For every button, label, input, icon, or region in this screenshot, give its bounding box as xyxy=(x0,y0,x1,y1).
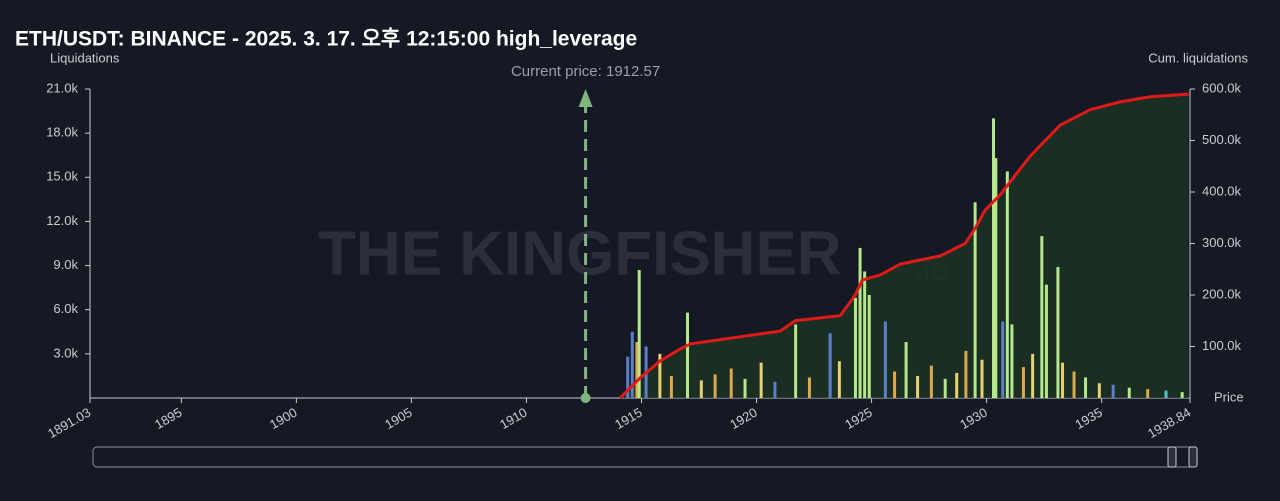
bar xyxy=(1010,324,1014,398)
x-tick-label: 1920 xyxy=(727,405,760,432)
x-axis-label: Price xyxy=(1214,389,1244,404)
y-tick-label: 21.0k xyxy=(46,80,78,95)
bar xyxy=(828,333,832,398)
bar xyxy=(1072,371,1076,398)
bar xyxy=(773,381,777,398)
bar xyxy=(893,371,897,398)
bar xyxy=(807,377,811,398)
y-axis-label: Liquidations xyxy=(50,50,120,65)
y-tick-label: 18.0k xyxy=(46,125,78,140)
bar xyxy=(1097,383,1101,398)
bar xyxy=(1180,392,1184,398)
chart-title: ETH/USDT: BINANCE - 2025. 3. 17. 오후 12:1… xyxy=(15,27,637,51)
bar xyxy=(1001,321,1005,398)
bar xyxy=(992,118,996,398)
bar xyxy=(994,158,998,398)
bar xyxy=(713,374,717,398)
watermark: THE KINGFISHER xyxy=(318,219,842,288)
x-tick-label: 1935 xyxy=(1072,405,1105,432)
bar xyxy=(1127,387,1131,398)
bar xyxy=(943,378,947,398)
bar xyxy=(1146,389,1150,398)
bar xyxy=(1084,377,1088,398)
bar xyxy=(759,362,763,398)
bar xyxy=(1111,384,1115,398)
current-price-label: Current price: 1912.57 xyxy=(511,63,660,80)
bar xyxy=(883,321,887,398)
current-price-dot xyxy=(580,393,591,403)
bar xyxy=(863,271,867,398)
x-tick-label: 1915 xyxy=(612,405,645,432)
x-tick-label: 1891.03 xyxy=(45,405,93,441)
bar xyxy=(867,295,871,398)
y-tick-label: 15.0k xyxy=(46,169,78,184)
bar xyxy=(699,380,703,398)
bar xyxy=(916,375,920,398)
bar xyxy=(1021,367,1025,398)
bar xyxy=(658,353,662,398)
bar xyxy=(980,359,984,398)
bar xyxy=(635,342,639,398)
bar xyxy=(1056,267,1060,398)
bar xyxy=(686,312,690,398)
bar xyxy=(853,297,857,398)
y2-tick-label: 400.0k xyxy=(1202,183,1242,198)
slider-handle[interactable] xyxy=(1188,446,1198,468)
bar xyxy=(729,368,733,398)
range-slider[interactable] xyxy=(92,446,1196,468)
y2-tick-label: 300.0k xyxy=(1202,235,1242,250)
bar xyxy=(837,361,841,398)
bar xyxy=(1044,284,1048,398)
bar xyxy=(630,331,634,398)
bar xyxy=(964,350,968,398)
y-tick-label: 9.0k xyxy=(53,257,78,272)
bar xyxy=(1164,390,1168,398)
bar xyxy=(1031,353,1035,398)
y2-tick-label: 500.0k xyxy=(1202,132,1242,147)
bar xyxy=(1061,362,1065,398)
y2-tick-label: 100.0k xyxy=(1202,338,1242,353)
x-tick-label: 1938.84 xyxy=(1145,405,1193,441)
bar xyxy=(1040,236,1044,398)
x-tick-label: 1930 xyxy=(957,405,990,432)
bar xyxy=(929,365,933,398)
y-tick-label: 12.0k xyxy=(46,213,78,228)
bar xyxy=(1005,171,1009,398)
bar xyxy=(973,202,977,398)
bar xyxy=(626,356,630,398)
y2-axis-label: Cum. liquidations xyxy=(1148,50,1248,65)
current-price-arrow xyxy=(578,89,593,107)
cumulative-line xyxy=(619,92,1189,400)
bar xyxy=(858,247,862,398)
x-tick-label: 1895 xyxy=(152,405,185,432)
bar xyxy=(955,372,959,398)
bar xyxy=(743,378,747,398)
y-tick-label: 3.0k xyxy=(53,345,78,360)
x-tick-label: 1925 xyxy=(842,405,875,432)
bar xyxy=(637,269,641,398)
y2-tick-label: 200.0k xyxy=(1202,286,1242,301)
bar xyxy=(794,324,798,398)
y-tick-label: 6.0k xyxy=(53,301,78,316)
x-tick-label: 1910 xyxy=(497,405,530,432)
x-tick-label: 1905 xyxy=(382,405,415,432)
slider-handle[interactable] xyxy=(1167,446,1177,468)
bar xyxy=(669,375,673,398)
x-tick-label: 1900 xyxy=(267,405,300,432)
y2-tick-label: 600.0k xyxy=(1202,80,1242,95)
bar xyxy=(904,342,908,398)
